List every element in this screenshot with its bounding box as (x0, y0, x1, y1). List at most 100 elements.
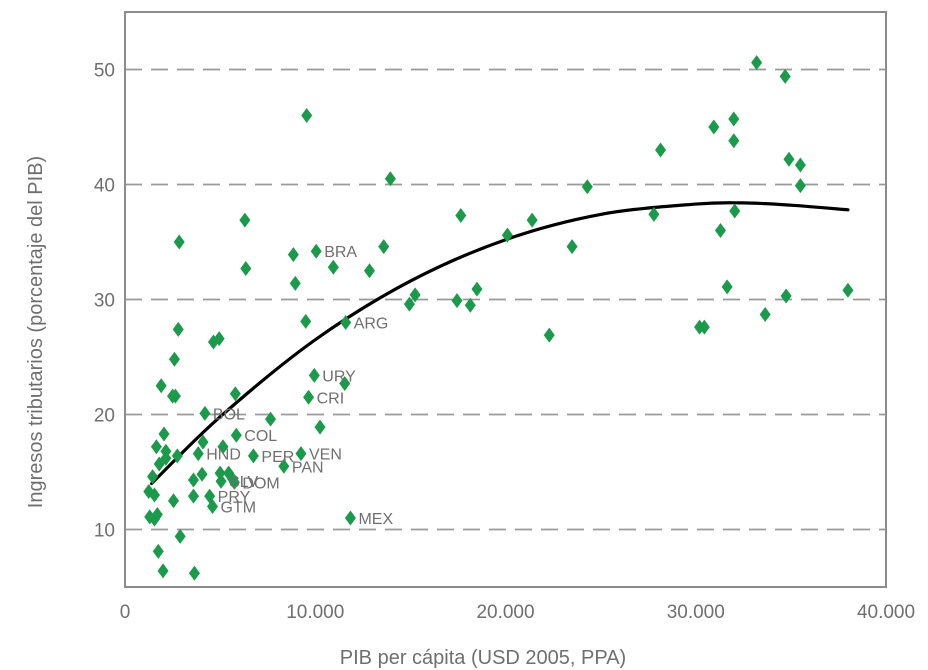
gridlines (125, 68, 886, 531)
data-point (207, 499, 219, 514)
country-label: COL (244, 428, 277, 445)
country-label: GTM (221, 500, 257, 517)
data-point (339, 375, 351, 391)
country-label: PRY (218, 489, 251, 506)
country-label: BRA (324, 244, 357, 261)
data-point (217, 439, 229, 455)
x-tick-label: 30.000 (667, 602, 725, 623)
data-point (158, 426, 170, 442)
data-point (378, 239, 390, 255)
data-point (187, 488, 199, 504)
data-point (751, 55, 763, 71)
data-point (157, 563, 169, 579)
data-point (287, 247, 299, 263)
data-point (655, 142, 667, 158)
data-point (187, 472, 199, 488)
data-points (143, 55, 854, 581)
data-point (247, 448, 259, 464)
x-axis-title: PIB per cápita (USD 2005, PPA) (340, 647, 626, 669)
data-point (344, 510, 356, 526)
data-point (169, 388, 181, 404)
data-point (471, 281, 483, 297)
data-point (188, 565, 200, 581)
data-point (265, 411, 277, 427)
y-tick-label: 20 (94, 406, 115, 427)
data-point (300, 313, 312, 329)
data-point (648, 206, 660, 222)
country-label: MEX (358, 511, 393, 528)
data-point (173, 234, 185, 250)
data-point (464, 297, 476, 313)
data-point (451, 293, 463, 309)
data-point (409, 287, 421, 303)
data-point (147, 469, 159, 485)
data-point (171, 448, 183, 464)
data-point (794, 178, 806, 194)
x-tick-label: 10.000 (286, 602, 344, 623)
data-point (295, 446, 307, 462)
data-point (721, 279, 733, 295)
data-point (229, 386, 241, 402)
data-point (708, 119, 720, 135)
y-axis-title: Ingresos tributarios (porcentaje del PIB… (25, 156, 47, 508)
data-point (230, 427, 242, 443)
country-label: PER (261, 449, 294, 466)
x-tick-label: 40.000 (857, 602, 915, 623)
data-point (698, 319, 710, 335)
country-label: BOL (213, 406, 245, 423)
data-point (196, 466, 208, 482)
country-label: DOM (242, 475, 279, 492)
x-tick-label: 0 (120, 602, 131, 623)
country-label: PAN (292, 459, 324, 476)
data-point (780, 288, 792, 304)
data-point (714, 223, 726, 238)
data-point (278, 458, 290, 474)
data-point (310, 243, 322, 259)
data-point (566, 239, 578, 255)
data-point (384, 171, 396, 187)
y-tick-label: 30 (94, 291, 115, 312)
y-axis-ticks: 10 20 30 40 50 (94, 61, 115, 542)
data-point (228, 474, 240, 490)
data-point (729, 203, 741, 219)
x-axis-ticks: 0 10.000 20.000 30.000 40.000 (120, 602, 915, 623)
data-point (199, 405, 211, 421)
data-point (155, 378, 167, 394)
data-point (152, 543, 164, 559)
data-point (779, 68, 791, 84)
data-point (151, 507, 163, 523)
y-tick-label: 10 (94, 521, 115, 542)
data-point (340, 315, 352, 330)
data-point (289, 275, 301, 291)
data-point (403, 296, 415, 312)
data-point (728, 111, 740, 127)
data-point (168, 351, 180, 367)
data-point (160, 450, 172, 466)
country-label: SLV (229, 474, 258, 491)
data-point (759, 306, 771, 322)
data-point (455, 208, 467, 224)
data-point (150, 439, 162, 455)
data-point (192, 446, 204, 462)
data-point (240, 260, 252, 276)
data-point (215, 473, 227, 489)
data-point (783, 151, 795, 167)
data-point (197, 434, 209, 450)
data-point (174, 528, 186, 544)
plot-frame (124, 11, 887, 588)
country-label: CRI (317, 390, 345, 407)
data-point (794, 157, 806, 173)
data-point (301, 108, 313, 123)
data-point (239, 212, 251, 228)
data-point (168, 493, 180, 509)
country-label: HND (206, 447, 241, 464)
country-label: ARG (354, 316, 389, 333)
data-point (327, 259, 339, 275)
x-tick-label: 20.000 (476, 602, 534, 623)
data-point (526, 212, 538, 228)
country-label: URY (322, 368, 356, 385)
data-point (172, 321, 184, 337)
data-point (303, 389, 315, 405)
data-point (314, 419, 326, 435)
